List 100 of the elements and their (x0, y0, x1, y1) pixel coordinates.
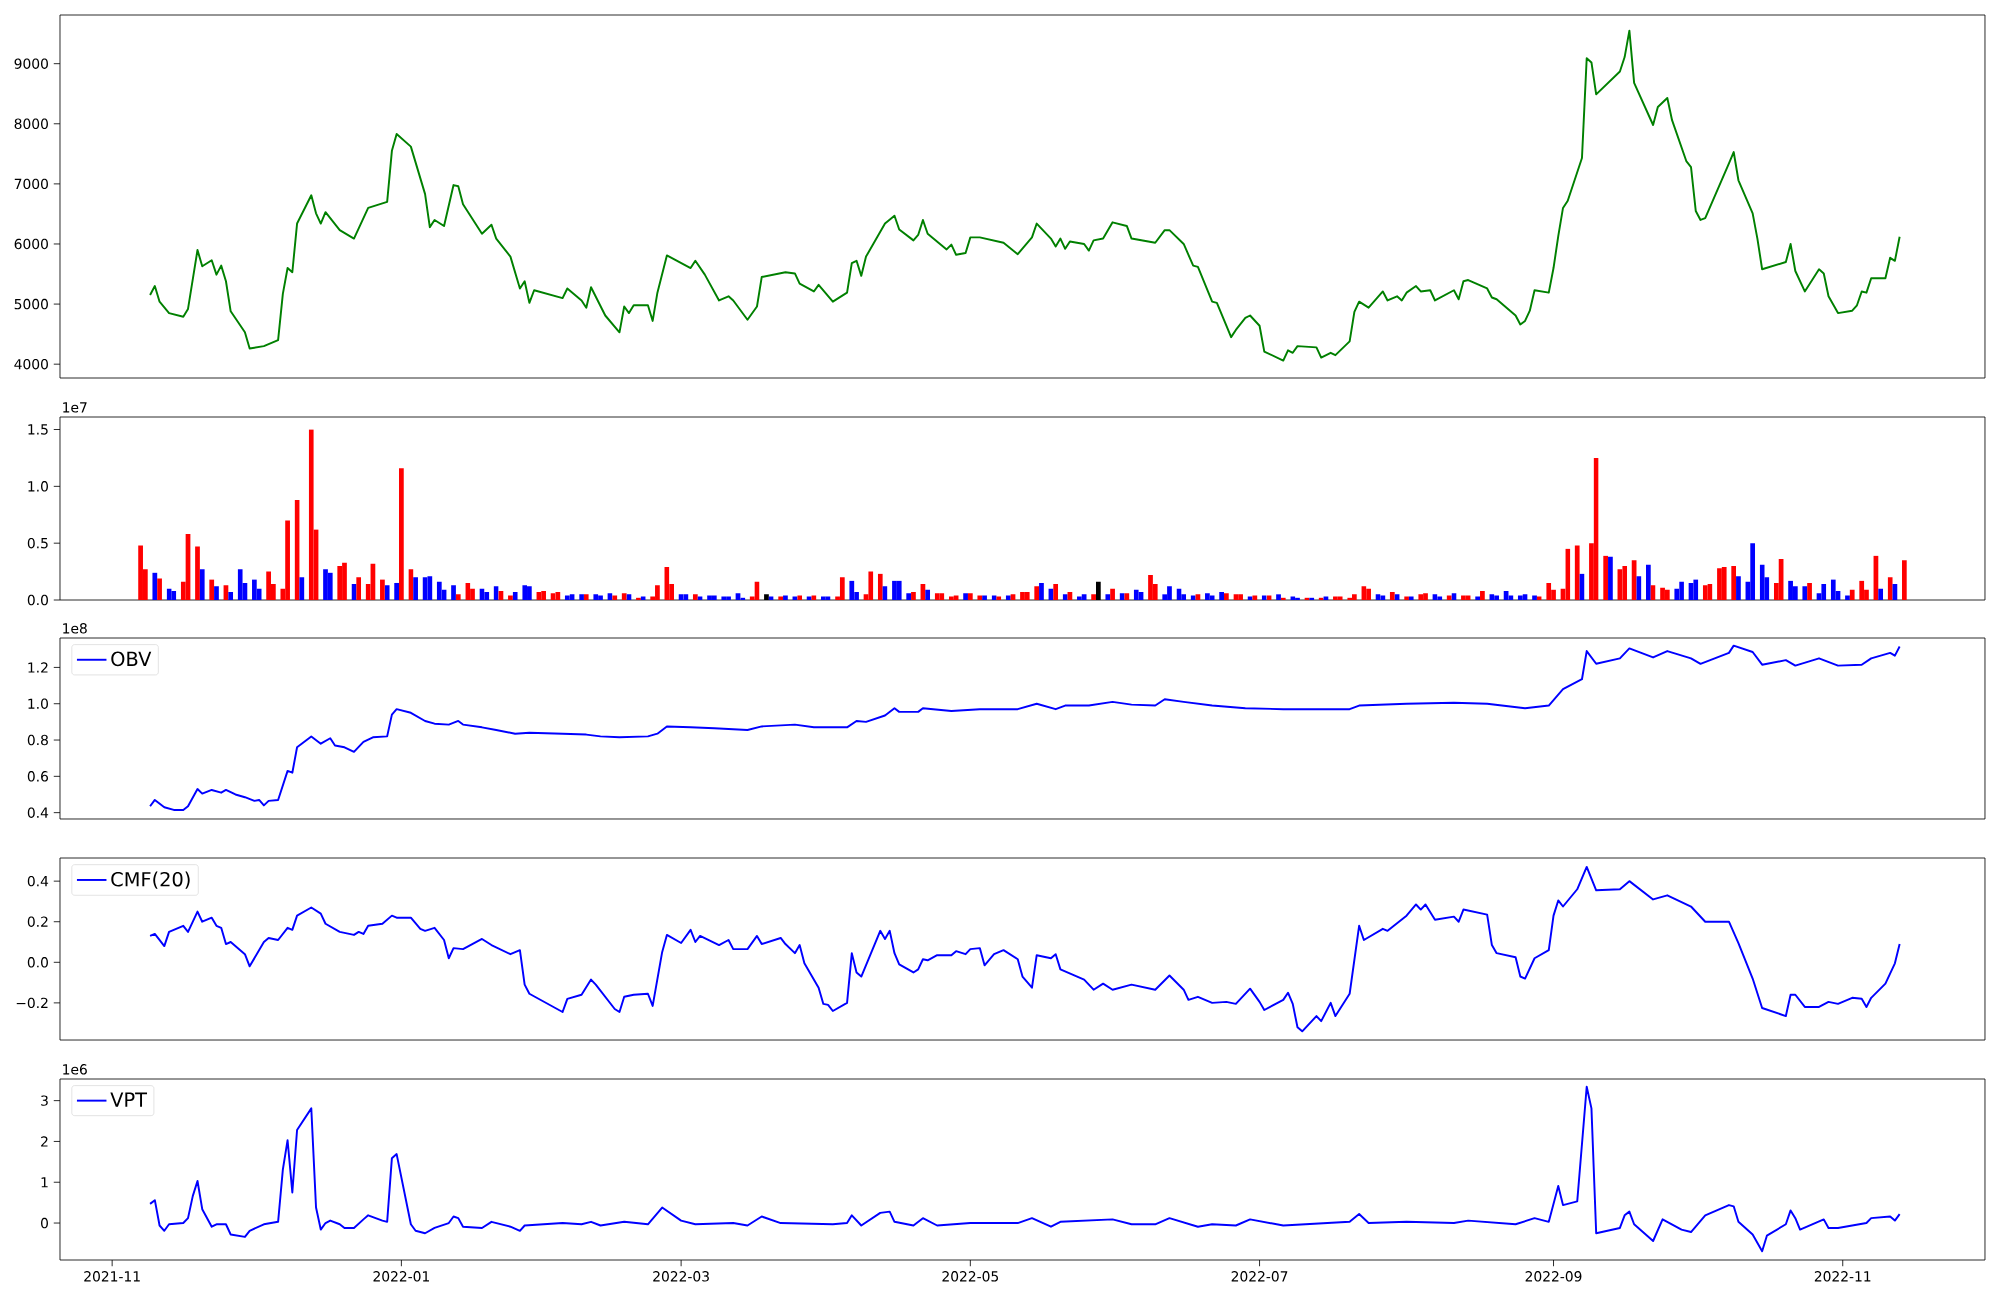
bar (1124, 593, 1130, 601)
y-tick-label: 0.0 (27, 957, 48, 968)
y-tick-label: 1.5 (28, 424, 48, 435)
bar (427, 576, 433, 601)
bar (1380, 595, 1386, 601)
bar (555, 592, 561, 601)
y-tick-label: 0.8 (27, 734, 48, 746)
bar (199, 569, 205, 601)
bar (1508, 595, 1514, 601)
bar (1224, 593, 1229, 601)
bar (541, 590, 546, 601)
x-tick-label: 2022-01 (373, 1271, 429, 1282)
bar (692, 594, 698, 601)
bar (1034, 586, 1040, 601)
bar (209, 579, 215, 601)
bar (1759, 564, 1765, 601)
bar (949, 596, 954, 601)
bar (797, 595, 803, 601)
bar (1845, 595, 1850, 601)
y-tick-label: 5000 (14, 298, 48, 310)
bar (1465, 595, 1471, 601)
bar (1309, 597, 1315, 601)
bar (636, 597, 641, 601)
bar (934, 593, 940, 601)
bar (394, 582, 400, 601)
x-tick-label: 2022-09 (1525, 1271, 1582, 1282)
bar (1849, 589, 1855, 601)
bar (1731, 565, 1737, 601)
bar (811, 595, 817, 601)
legend-label: OBV (111, 651, 152, 667)
bar (1295, 597, 1300, 601)
bar (508, 595, 513, 601)
bar (1480, 590, 1485, 601)
text: 1e7 (63, 402, 87, 413)
bar (806, 596, 812, 601)
line-series (149, 29, 1901, 362)
bar (1574, 545, 1580, 601)
x-tick-label: 2022-11 (1814, 1271, 1871, 1282)
bar (1266, 595, 1272, 601)
bar (1039, 582, 1044, 601)
y-tick-label: 0.4 (27, 875, 49, 887)
bar (612, 595, 618, 601)
bar (564, 595, 570, 601)
bar (1238, 594, 1243, 601)
bar (1546, 582, 1552, 601)
bar (214, 586, 219, 601)
bar (967, 593, 973, 601)
bar (1830, 579, 1836, 601)
bar (778, 596, 784, 601)
bar (1608, 556, 1613, 601)
bar (1252, 595, 1258, 601)
bar (1024, 592, 1030, 601)
bar (152, 572, 158, 601)
y-tick-label: 1.2 (28, 662, 48, 673)
bar (783, 595, 788, 601)
bar (1276, 594, 1281, 601)
bar (1878, 588, 1884, 601)
bar (380, 579, 385, 601)
bar (1721, 567, 1727, 601)
y-tick-label: 0.2 (27, 916, 48, 927)
y-tick-label: 2 (41, 1136, 48, 1147)
legend-label: VPT (110, 1092, 148, 1107)
bar (996, 596, 1002, 601)
y-tick-label: 7000 (14, 178, 48, 190)
bar (1446, 595, 1452, 601)
bar (1802, 586, 1808, 601)
bar (877, 573, 883, 601)
bar (1807, 582, 1812, 601)
bar (1053, 584, 1059, 601)
bar (1750, 543, 1756, 601)
bar (1110, 588, 1115, 601)
bar (1645, 564, 1651, 601)
bar (171, 590, 177, 601)
bar (228, 592, 234, 601)
x-tick-label: 2021-11 (84, 1271, 140, 1282)
bar (455, 594, 461, 601)
y-tick-label: 0.5 (27, 537, 48, 549)
y-tick-label: 8000 (14, 118, 48, 130)
y-tick-label: 0.6 (27, 771, 49, 782)
bar (896, 580, 902, 601)
bar (157, 578, 162, 601)
y-tick-label: 6000 (14, 238, 48, 250)
bar (1219, 592, 1224, 601)
bar (906, 593, 912, 601)
bar (1005, 595, 1011, 601)
bar (237, 569, 243, 601)
y-tick-label: 3 (41, 1095, 48, 1106)
y-tick-label: 0.4 (27, 807, 49, 818)
bar (977, 595, 983, 601)
text: 1e6 (63, 1064, 87, 1075)
bar (337, 565, 343, 601)
bar (1389, 592, 1395, 601)
bar (1261, 595, 1267, 601)
bar (820, 596, 826, 601)
x-tick-label: 2022-05 (942, 1271, 999, 1282)
bar (925, 589, 931, 601)
y-tick-label: 0 (40, 1217, 48, 1229)
bar (1366, 588, 1371, 601)
bar (991, 595, 997, 601)
bar (711, 595, 717, 601)
